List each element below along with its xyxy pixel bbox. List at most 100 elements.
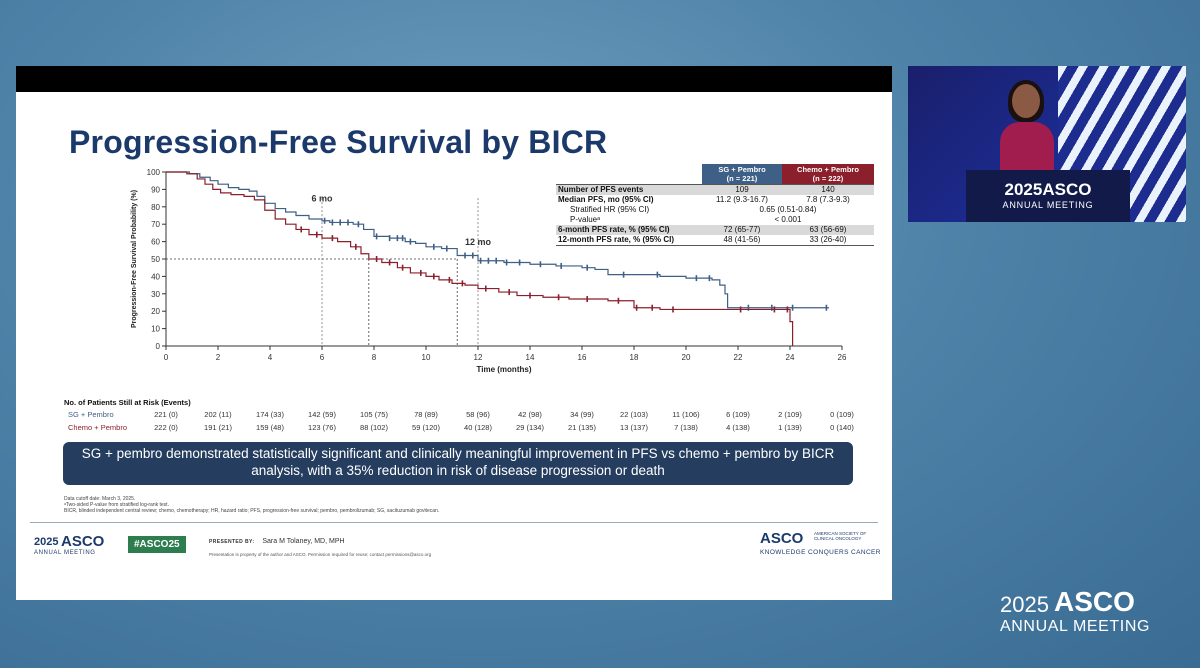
risk-cell: 191 (21) bbox=[204, 423, 232, 432]
podium-asco-text: ASCO bbox=[1042, 180, 1092, 199]
slide-footer: 2025 ASCO ANNUAL MEETING #ASCO25 PRESENT… bbox=[16, 522, 892, 562]
y-tick-label: 20 bbox=[151, 307, 160, 316]
risk-cell: 222 (0) bbox=[154, 423, 178, 432]
risk-cell: 159 (48) bbox=[256, 423, 284, 432]
risk-cell: 6 (109) bbox=[726, 410, 750, 419]
y-tick-label: 30 bbox=[151, 290, 160, 299]
speaker-head bbox=[1012, 84, 1040, 118]
slide: Progression-Free Survival by BICR 0 10 20 3… bbox=[16, 92, 892, 600]
hashtag-badge: #ASCO25 bbox=[128, 536, 186, 553]
sg-cell: 109 bbox=[702, 184, 782, 195]
risk-cell: 174 (33) bbox=[256, 410, 284, 419]
chemo-header-n: (n = 222) bbox=[812, 174, 844, 183]
x-tick-label: 16 bbox=[578, 353, 587, 362]
conclusion-box: SG + pembro demonstrated statistically s… bbox=[63, 442, 853, 485]
chemo-header-label: Chemo + Pembro bbox=[797, 165, 859, 174]
presented-by: PRESENTED BY: Sara M Tolaney, MD, MPH bbox=[209, 538, 345, 545]
y-tick-label: 0 bbox=[156, 342, 161, 351]
table-row: Stratified HR (95% CI) 0.65 (0.51-0.84) bbox=[556, 205, 874, 215]
footnote: BICR, blinded independent central review… bbox=[64, 508, 440, 514]
y-tick-label: 10 bbox=[151, 325, 160, 334]
speaker-video: 2025ASCO ANNUAL MEETING bbox=[908, 66, 1186, 222]
presenter-name: Sara M Tolaney, MD, MPH bbox=[262, 538, 345, 545]
risk-cell: 4 (138) bbox=[726, 423, 750, 432]
risk-row-label: SG + Pembro bbox=[68, 410, 114, 419]
meeting-logo-asco: ASCO bbox=[61, 533, 105, 550]
slide-frame: Progression-Free Survival by BICR 0 10 20 3… bbox=[16, 66, 892, 600]
table-row: P-valueᵃ < 0.001 bbox=[556, 215, 874, 225]
x-tick-label: 26 bbox=[838, 353, 847, 362]
y-tick-label: 60 bbox=[151, 238, 160, 247]
risk-cell: 221 (0) bbox=[154, 410, 178, 419]
x-tick-label: 2 bbox=[216, 353, 221, 362]
meeting-logo-sub: ANNUAL MEETING bbox=[34, 550, 96, 556]
asco-logo: ASCO bbox=[760, 530, 804, 547]
sg-cell: 11.2 (9.3-16.7) bbox=[716, 195, 768, 204]
risk-cell: 0 (109) bbox=[830, 410, 854, 419]
x-axis-label: Time (months) bbox=[477, 365, 532, 374]
risk-cell: 2 (109) bbox=[778, 410, 802, 419]
risk-cell: 59 (120) bbox=[412, 423, 440, 432]
risk-cell: 29 (134) bbox=[516, 423, 544, 432]
risk-cell: 34 (99) bbox=[570, 410, 594, 419]
risk-cell: 21 (135) bbox=[568, 423, 596, 432]
footnote: Data cutoff date: March 3, 2025. bbox=[64, 496, 136, 502]
row-label: 12-month PFS rate, % (95% CI) bbox=[556, 235, 702, 246]
chemo-header: Chemo + Pembro (n = 222) bbox=[782, 164, 874, 185]
sg-header-n: (n = 221) bbox=[726, 174, 758, 183]
row-label: P-valueᵃ bbox=[570, 215, 601, 224]
risk-cell: 1 (139) bbox=[778, 423, 802, 432]
table-row: 12-month PFS rate, % (95% CI) 48 (41-56) 3… bbox=[556, 235, 874, 246]
risk-cell: 78 (89) bbox=[414, 410, 438, 419]
footer-divider bbox=[30, 522, 878, 523]
risk-cell: 11 (106) bbox=[672, 410, 700, 419]
risk-cell: 22 (103) bbox=[620, 410, 648, 419]
risk-cell: 142 (59) bbox=[308, 410, 336, 419]
table-row: Number of PFS events 109 140 bbox=[556, 184, 874, 195]
x-tick-label: 4 bbox=[268, 353, 273, 362]
podium-year: 2025ASCO bbox=[1005, 170, 1092, 200]
risk-cell: 40 (128) bbox=[464, 423, 492, 432]
y-tick-label: 50 bbox=[151, 255, 160, 264]
row-label: 6-month PFS rate, % (95% CI) bbox=[556, 225, 702, 235]
row-label: Number of PFS events bbox=[556, 184, 702, 195]
sg-header-label: SG + Pembro bbox=[718, 165, 766, 174]
x-tick-label: 10 bbox=[422, 353, 431, 362]
row-label: Median PFS, mo (95% CI) bbox=[558, 195, 654, 204]
podium-year-text: 2025 bbox=[1004, 180, 1043, 199]
risk-rows: SG + Pembro 221 (0) 202 (11) 174 (33) 142 (5… bbox=[64, 410, 864, 436]
x-tick-label: 18 bbox=[630, 353, 639, 362]
asco-society-line: CLINICAL ONCOLOGY bbox=[814, 536, 862, 541]
y-tick-label: 90 bbox=[151, 185, 160, 194]
row-label: Stratified HR (95% CI) bbox=[570, 205, 650, 214]
km-curve-chemo-pembro bbox=[166, 171, 794, 346]
merged-cell: 0.65 (0.51-0.84) bbox=[759, 205, 817, 214]
risk-cell: 7 (138) bbox=[674, 423, 698, 432]
podium: 2025ASCO ANNUAL MEETING bbox=[966, 170, 1130, 222]
table-corner bbox=[556, 164, 702, 185]
x-tick-label: 8 bbox=[372, 353, 377, 362]
brand-sub: ANNUAL MEETING bbox=[1000, 618, 1151, 635]
risk-row: SG + Pembro 221 (0) 202 (11) 174 (33) 142 (5… bbox=[64, 410, 864, 423]
risk-cell: 13 (137) bbox=[620, 423, 648, 432]
slide-title: Progression-Free Survival by BICR bbox=[69, 124, 608, 160]
sg-cell: 72 (65-77) bbox=[702, 225, 782, 235]
y-axis-label: Progression-Free Survival Probability (%… bbox=[131, 190, 138, 328]
chart-labels: Time (months) Progression-Free Survival P… bbox=[131, 190, 532, 374]
risk-row: Chemo + Pembro 222 (0) 191 (21) 159 (48) 123… bbox=[64, 423, 864, 436]
presented-label: PRESENTED BY: bbox=[209, 539, 255, 545]
x-tick-label: 14 bbox=[526, 353, 535, 362]
y-tick-label: 80 bbox=[151, 203, 160, 212]
brand-asco: ASCO bbox=[1054, 586, 1135, 617]
footnotes: Data cutoff date: March 3, 2025. ᵃTwo-si… bbox=[64, 496, 439, 514]
table-row: Median PFS, mo (95% CI) 11.2 (9.3-16.7) 7.… bbox=[556, 195, 874, 205]
podium-sub: ANNUAL MEETING bbox=[1002, 200, 1094, 210]
asco-tagline: KNOWLEDGE CONQUERS CANCER bbox=[760, 549, 881, 556]
risk-cell: 42 (98) bbox=[518, 410, 542, 419]
chart-grid bbox=[166, 198, 479, 346]
y-tick-label: 100 bbox=[147, 168, 161, 177]
y-tick-label: 40 bbox=[151, 272, 160, 281]
asco-logo-society: AMERICAN SOCIETY OF CLINICAL ONCOLOGY bbox=[814, 531, 866, 541]
